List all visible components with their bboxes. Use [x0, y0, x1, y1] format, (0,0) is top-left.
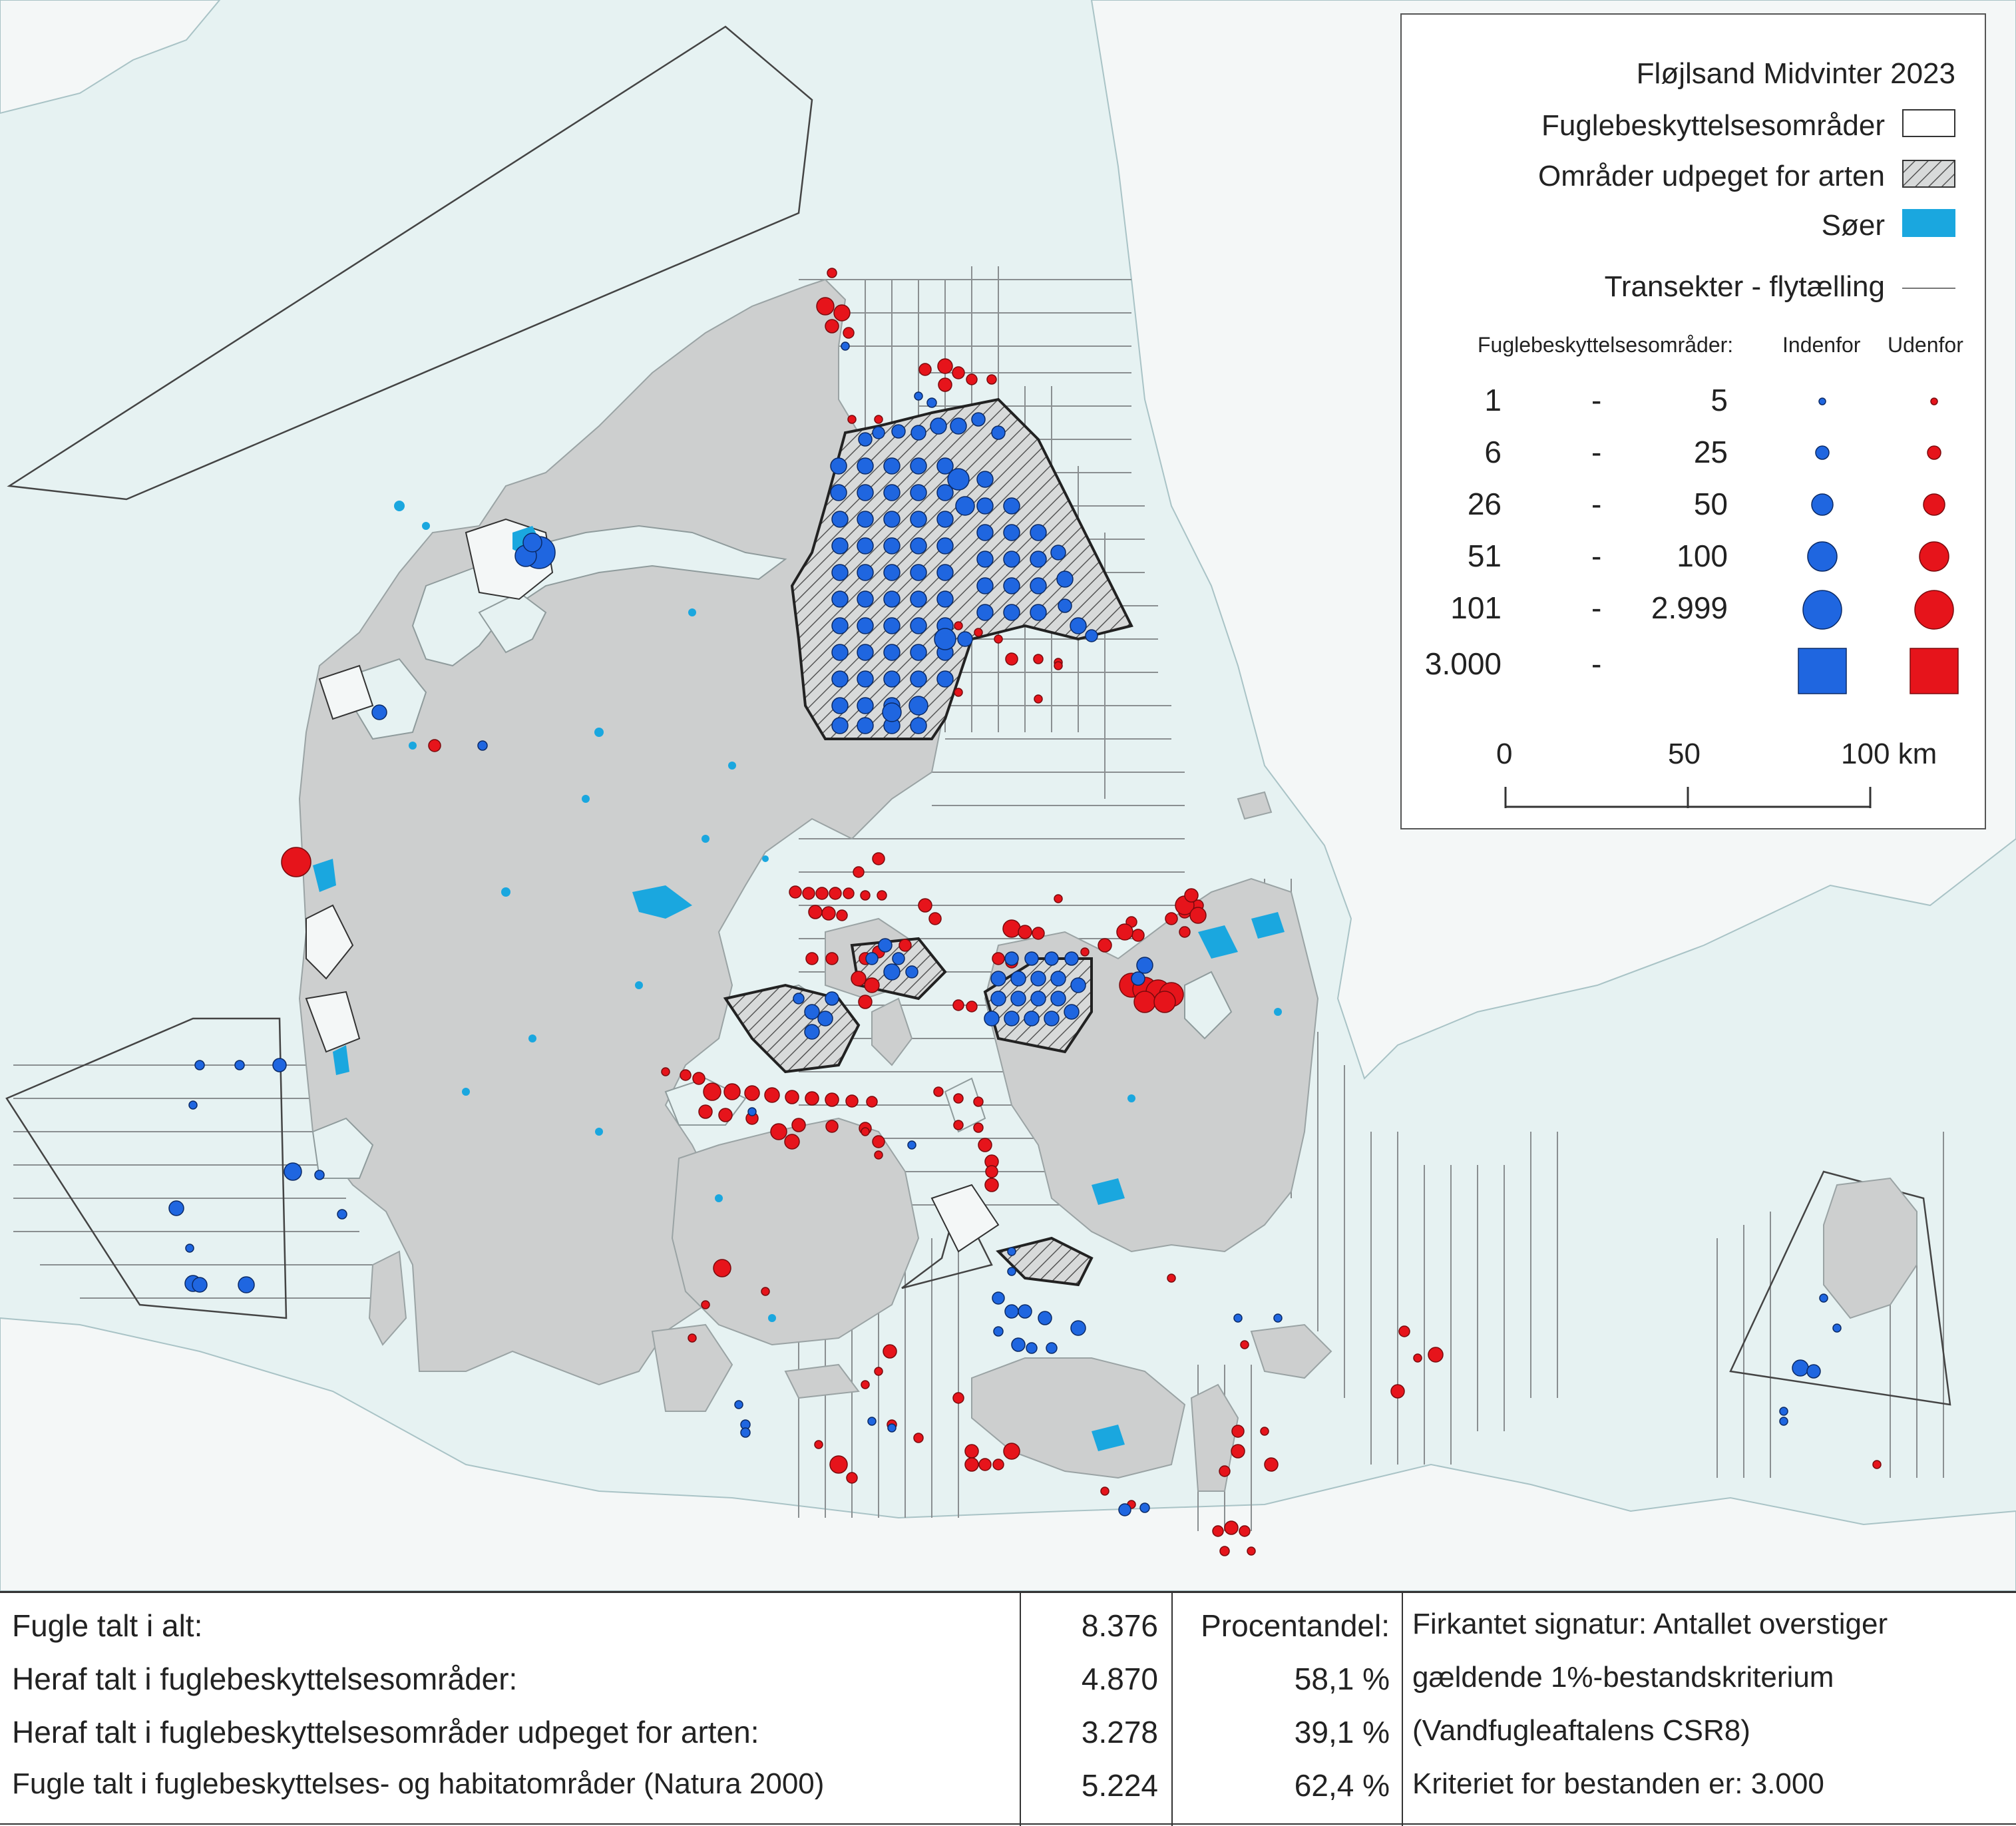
stats-note-line: Kriteriet for bestanden er: 3.000 — [1412, 1767, 1824, 1800]
observations-outside — [281, 268, 1882, 1556]
symbol-outside-3000 — [1910, 648, 1959, 694]
lakes-swatch — [1902, 209, 1955, 237]
class-to: 100 — [1677, 539, 1728, 573]
protected-areas-land — [305, 518, 1000, 1253]
class-to: 25 — [1693, 435, 1728, 469]
stats-label: Fugle talt i fuglebeskyttelses- og habit… — [12, 1767, 825, 1800]
table-divider — [1402, 1593, 1403, 1826]
stats-note-line: (Vandfugleaftalens CSR8) — [1412, 1714, 1750, 1747]
protected-swatch — [1902, 109, 1955, 137]
symbol-outside-6-25 — [1927, 445, 1941, 460]
legend-outside-header: Udenfor — [1888, 333, 1963, 357]
stats-label: Heraf talt i fuglebeskyttelsesområder: — [12, 1662, 518, 1696]
legend-title: Fløjlsand Midvinter 2023 — [1636, 57, 1955, 90]
scale-bar — [1504, 787, 1872, 808]
class-dash: - — [1591, 590, 1602, 625]
stats-label: Fugle talt i alt: — [12, 1608, 203, 1643]
class-dash: - — [1591, 383, 1602, 417]
legend-protected-label: Fuglebeskyttelsesområder — [1541, 109, 1885, 142]
class-from: 101 — [1450, 590, 1502, 625]
scale-label-50: 50 — [1668, 738, 1701, 770]
observations-inside — [168, 342, 1842, 1516]
scale-label-100: 100 km — [1841, 738, 1937, 770]
legend-inside-header: Indenfor — [1782, 333, 1861, 357]
class-to: 2.999 — [1651, 590, 1728, 625]
class-from: 6 — [1484, 435, 1502, 469]
legend-transects-label: Transekter - flytælling — [1604, 270, 1885, 303]
class-dash: - — [1591, 539, 1602, 573]
norway-land — [0, 0, 221, 114]
designated-swatch — [1902, 160, 1955, 188]
stats-pct: 39,1 % — [1294, 1715, 1390, 1749]
stats-pct: 62,4 % — [1294, 1768, 1390, 1803]
symbol-inside-6-25 — [1815, 445, 1830, 460]
stats-value: 5.224 — [1081, 1768, 1158, 1803]
stats-pct: 58,1 % — [1294, 1662, 1390, 1696]
class-dash: - — [1591, 646, 1602, 681]
legend-lakes-label: Søer — [1821, 209, 1885, 242]
symbol-outside-26-50 — [1923, 493, 1945, 516]
stats-note-line: Firkantet signatur: Antallet overstiger — [1412, 1608, 1888, 1640]
designated-area-cluster — [830, 457, 1098, 734]
stats-note-line: gældende 1%-bestandskriterium — [1412, 1661, 1834, 1694]
legend: Fløjlsand Midvinter 2023 Fuglebeskyttels… — [1400, 13, 1986, 829]
class-from: 26 — [1467, 487, 1502, 521]
transect-swatch — [1902, 288, 1955, 289]
scale-label-0: 0 — [1496, 738, 1513, 770]
stats-value: 4.870 — [1081, 1662, 1158, 1696]
class-from: 3.000 — [1424, 646, 1502, 681]
table-divider — [1020, 1593, 1021, 1826]
denmark-land — [298, 278, 1917, 1492]
stats-table: Fugle talt i alt: 8.376 Procentandel: He… — [0, 1591, 2016, 1826]
stats-value: 8.376 — [1081, 1608, 1158, 1643]
class-to: 5 — [1711, 383, 1728, 417]
symbol-inside-3000 — [1798, 648, 1847, 694]
symbol-inside-51-100 — [1807, 541, 1838, 572]
germany-land — [0, 1317, 2016, 1591]
stats-pct: Procentandel: — [1201, 1608, 1390, 1643]
symbol-outside-1-5 — [1930, 397, 1938, 405]
stats-value: 3.278 — [1081, 1715, 1158, 1749]
legend-inside-outside-label: Fuglebeskyttelsesområder: — [1478, 333, 1734, 357]
symbol-outside-101-2999 — [1914, 590, 1954, 630]
class-dash: - — [1591, 435, 1602, 469]
stats-label: Heraf talt i fuglebeskyttelsesområder ud… — [12, 1715, 759, 1749]
class-to: 50 — [1693, 487, 1728, 521]
symbol-inside-101-2999 — [1802, 590, 1842, 630]
class-from: 1 — [1484, 383, 1502, 417]
table-divider — [1171, 1593, 1173, 1826]
symbol-outside-51-100 — [1919, 541, 1949, 572]
class-from: 51 — [1467, 539, 1502, 573]
legend-designated-label: Områder udpeget for arten — [1538, 160, 1885, 192]
table-bottom-border — [0, 1823, 2016, 1825]
class-dash: - — [1591, 487, 1602, 521]
symbol-inside-26-50 — [1811, 493, 1834, 516]
protected-area-outlines — [5, 25, 1951, 1406]
legend-symbols — [1504, 397, 1959, 808]
symbol-inside-1-5 — [1818, 397, 1826, 405]
